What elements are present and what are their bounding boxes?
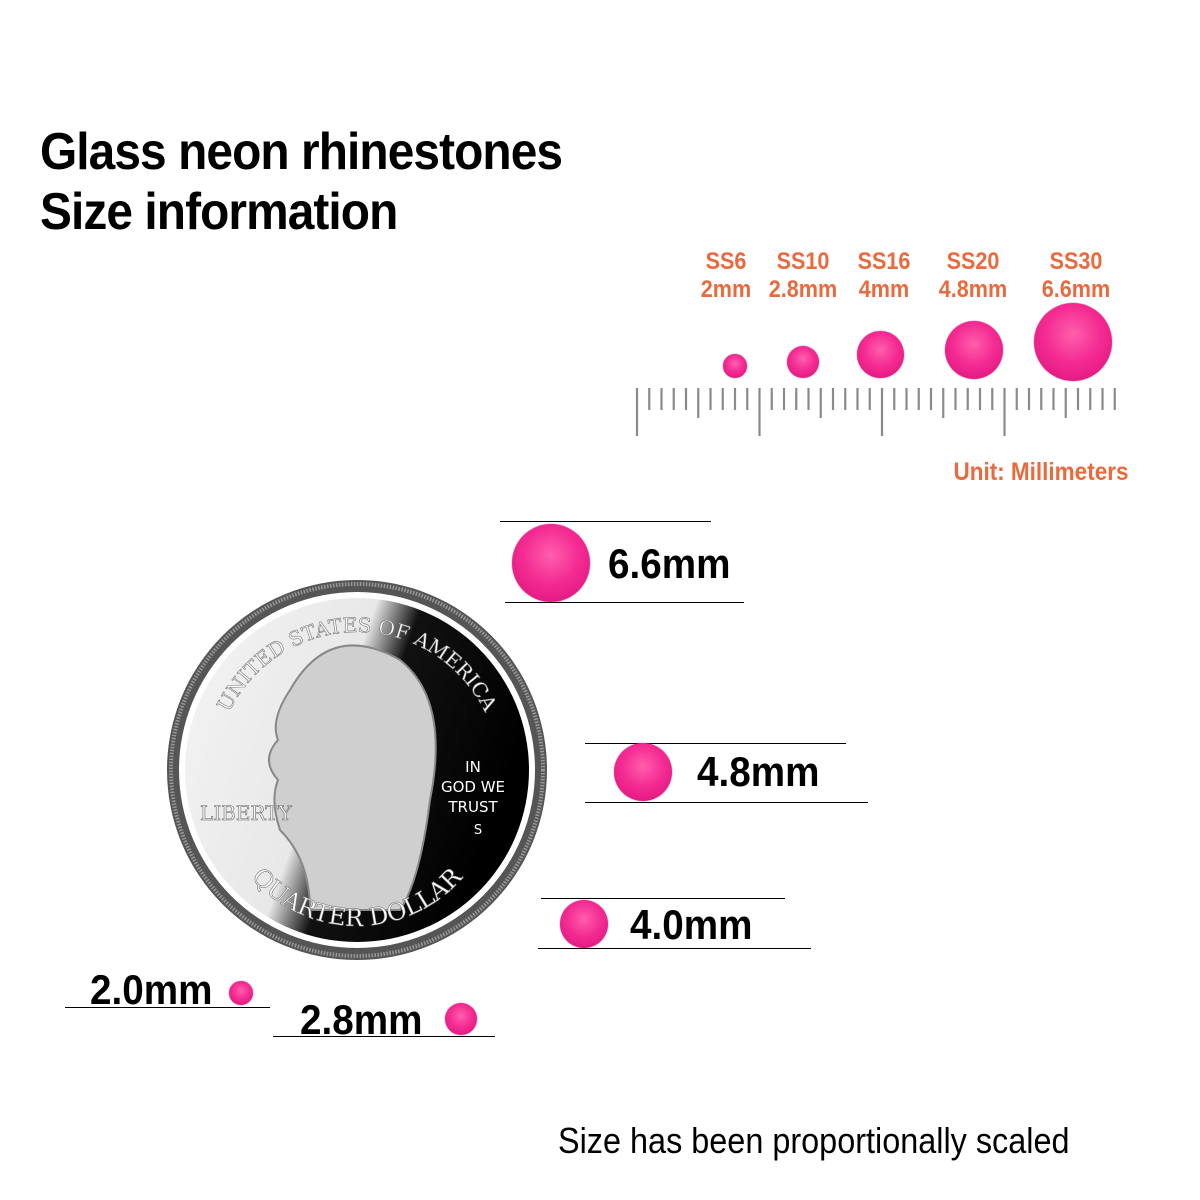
stone-ss10 [787, 346, 819, 378]
title-line-1: Glass neon rhinestones [40, 123, 563, 181]
millimeter-ruler [635, 388, 1116, 436]
divider-line [500, 521, 711, 522]
size-mm: 2mm [700, 276, 752, 303]
stone-2-8mm [445, 1003, 477, 1035]
divider-line [505, 602, 744, 603]
stone-4-8mm [614, 743, 672, 801]
size-label-4-8mm: 4.8mm [697, 748, 820, 795]
unit-label: Unit: Millimeters [952, 458, 1128, 486]
size-label-6-6mm: 6.6mm [608, 540, 731, 587]
quarter-dollar-coin: UNITED STATES OF AMERICA QUARTER DOLLAR … [167, 580, 547, 960]
size-chart-label-ss10: SS10 2.8mm [754, 248, 853, 304]
size-label-2-0mm: 2.0mm [90, 966, 213, 1013]
stone-4-0mm [560, 900, 608, 948]
size-code: SS20 [946, 248, 1000, 275]
size-chart-label-ss16: SS16 4mm [835, 248, 934, 304]
size-mm: 4mm [858, 276, 910, 303]
footer-note: Size has been proportionally scaled [558, 1120, 1070, 1161]
stone-ss30 [1034, 303, 1112, 381]
size-mm: 2.8mm [768, 276, 838, 303]
divider-line [585, 743, 846, 744]
size-chart-label-ss30: SS30 6.6mm [1027, 248, 1126, 304]
coin-mint-mark: S [474, 823, 482, 838]
size-mm: 6.6mm [1041, 276, 1111, 303]
stone-ss20 [945, 321, 1003, 379]
coin-motto-line: IN [465, 758, 481, 776]
size-label-4-0mm: 4.0mm [630, 901, 753, 948]
divider-line [541, 898, 785, 899]
coin-motto-line: TRUST [447, 798, 498, 816]
stone-2-0mm [229, 981, 253, 1005]
size-label-2-8mm: 2.8mm [300, 996, 423, 1043]
size-mm: 4.8mm [938, 276, 1008, 303]
divider-line [538, 948, 811, 949]
size-code: SS30 [1049, 248, 1103, 275]
portrait-icon [268, 644, 437, 911]
size-code: SS10 [776, 248, 830, 275]
divider-line [585, 802, 868, 803]
size-code: SS6 [705, 248, 747, 275]
stone-ss6 [723, 354, 747, 378]
size-chart-label-ss20: SS20 4.8mm [924, 248, 1023, 304]
stone-6-6mm [512, 524, 590, 602]
coin-motto-line: GOD WE [441, 778, 505, 796]
title-line-2: Size information [40, 183, 398, 241]
divider-line [65, 1007, 270, 1008]
size-chart-label-ss6: SS6 2mm [677, 248, 776, 304]
coin-liberty-text: LIBERTY [200, 801, 293, 825]
divider-line [273, 1036, 495, 1037]
stone-ss16 [857, 331, 904, 378]
size-code: SS16 [857, 248, 911, 275]
